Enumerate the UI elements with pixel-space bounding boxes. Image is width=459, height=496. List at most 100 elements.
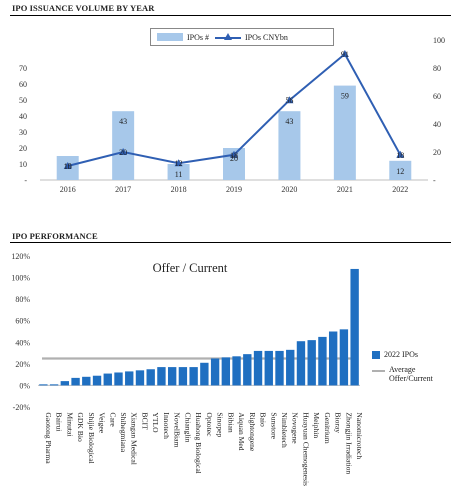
y2-tick-label: 100	[433, 36, 445, 45]
ipo-performance-bar	[243, 354, 252, 386]
x-tick-label: 2016	[60, 185, 76, 194]
legend-label-ipo-count: IPOs #	[187, 32, 210, 42]
y-tick-label: 70	[19, 64, 27, 73]
ipo-performance-bar	[39, 384, 48, 386]
ipo-performance-bar	[49, 384, 59, 386]
y-tick-label: 100%	[11, 274, 30, 283]
ipo-performance-bar	[200, 362, 209, 386]
ipo-count-bar	[167, 164, 190, 180]
y2-tick-label: 40	[433, 120, 441, 129]
legend-swatch-line	[215, 33, 242, 41]
issuance-title-rule	[10, 15, 451, 16]
company-label: Chianglin	[183, 412, 192, 442]
ipo-value-label: 12	[175, 159, 183, 168]
y-tick-label: 40%	[15, 338, 30, 347]
company-label: Baio	[259, 412, 268, 427]
x-tick-label: 2018	[171, 185, 187, 194]
company-label: Aiquan Med	[237, 412, 246, 450]
y-tick-label: 40	[19, 112, 27, 121]
ipo-performance-bar	[232, 356, 241, 386]
y2-tick-label: -	[433, 176, 436, 185]
performance-bars	[39, 268, 359, 386]
company-label: NovelBiam	[173, 412, 182, 447]
ipo-count-bar	[278, 111, 301, 180]
x-tick-label: 2022	[392, 185, 408, 194]
company-label: Meiphin	[312, 412, 321, 438]
performance-legend: 2022 IPOs Average Offer/Current	[372, 350, 456, 389]
ipo-performance-bar	[92, 375, 102, 386]
company-label: Sunstore	[269, 412, 278, 439]
issuance-chart: - 10 20 30 40 50 60 70 - 20 40 60 80 100 15 2016 43 2017…	[19, 36, 445, 194]
ipo-performance-bar	[339, 329, 349, 386]
x-tick-label: 2017	[115, 185, 131, 194]
ipo-value-label: 91	[341, 50, 349, 59]
ipo-performance-bar	[167, 367, 177, 386]
company-label: Minutai	[65, 412, 74, 436]
legend-label-average: Average Offer/Current	[388, 365, 433, 383]
ipo-performance-bar	[286, 349, 295, 386]
ipo-value-marker	[230, 150, 238, 158]
ipo-value-label: 10	[64, 162, 72, 171]
company-label: Veigee	[98, 412, 107, 433]
legend-item-ipo-count: IPOs #	[157, 33, 209, 42]
legend-label-ipo-value: IPOs CNYbn	[245, 32, 288, 42]
y-tick-label: 30	[19, 128, 27, 137]
x-tick-label: 2020	[281, 185, 297, 194]
ipo-count-label: 43	[119, 117, 127, 126]
company-label: Shihegmiana	[119, 412, 128, 452]
ipo-performance-bar	[253, 350, 263, 386]
ipo-performance-bar	[221, 357, 231, 386]
ipo-performance-bar	[296, 341, 306, 386]
company-label: Novogene	[291, 412, 300, 444]
ipo-count-bar	[389, 160, 412, 180]
company-label: Bairui	[55, 412, 64, 431]
y-tick-label: 120%	[11, 252, 30, 261]
ipo-performance-bar	[178, 367, 188, 386]
issuance-line	[63, 50, 405, 169]
ipo-performance-bar	[328, 331, 338, 386]
ipo-value-label: 18	[396, 151, 404, 160]
ipo-value-marker	[63, 162, 72, 169]
ipo-performance-bar	[307, 340, 316, 386]
ipo-performance-bar	[135, 370, 145, 386]
legend-item-ipo-value: IPOs CNYbn	[215, 33, 288, 42]
ipo-count-label: 15	[64, 162, 72, 171]
y2-tick-label: 20	[433, 148, 441, 157]
ipo-count-label: 59	[341, 92, 349, 101]
y-tick-label: 60%	[15, 317, 30, 326]
ipo-performance-bar	[210, 358, 220, 386]
ipo-count-bar	[112, 111, 135, 180]
ipo-value-marker	[285, 96, 294, 104]
legend-label-2022-ipos: 2022 IPOs	[384, 350, 419, 359]
ipo-value-marker	[340, 50, 349, 57]
ipo-performance-bar	[146, 369, 155, 386]
y-tick-label: -	[24, 176, 27, 185]
y-tick-label: 0%	[19, 381, 30, 390]
legend-swatch-average	[372, 370, 385, 372]
ipo-count-label: 12	[396, 167, 404, 176]
ipo-performance-bar	[318, 336, 327, 386]
y-tick-label: 80%	[15, 295, 30, 304]
ipo-performance-bar	[275, 350, 284, 386]
company-label: Bibian	[226, 412, 235, 432]
ipo-performance-bar	[189, 367, 198, 386]
ipo-performance-bar	[82, 376, 91, 386]
issuance-legend: IPOs # IPOs CNYbn	[150, 28, 334, 46]
y-tick-label: -20%	[13, 403, 31, 412]
performance-title: IPO PERFORMANCE	[12, 231, 98, 241]
company-label: Xiangan Medical	[130, 412, 139, 465]
ipo-performance-bar	[350, 268, 359, 386]
legend-item-2022-ipos: 2022 IPOs	[372, 350, 456, 359]
company-label: Genitrium	[323, 412, 332, 443]
company-label: Innotech	[162, 412, 171, 439]
ipo-value-marker	[396, 150, 405, 158]
ipo-performance-bar	[60, 381, 70, 386]
company-label: Care	[108, 412, 117, 427]
ipo-performance-bar	[103, 373, 112, 386]
ipo-performance-bar	[71, 377, 80, 386]
company-label: Sinopep	[216, 412, 225, 437]
y-tick-label: 60	[19, 80, 27, 89]
y2-tick-label: 80	[433, 64, 441, 73]
ipo-count-label: 11	[175, 170, 183, 179]
